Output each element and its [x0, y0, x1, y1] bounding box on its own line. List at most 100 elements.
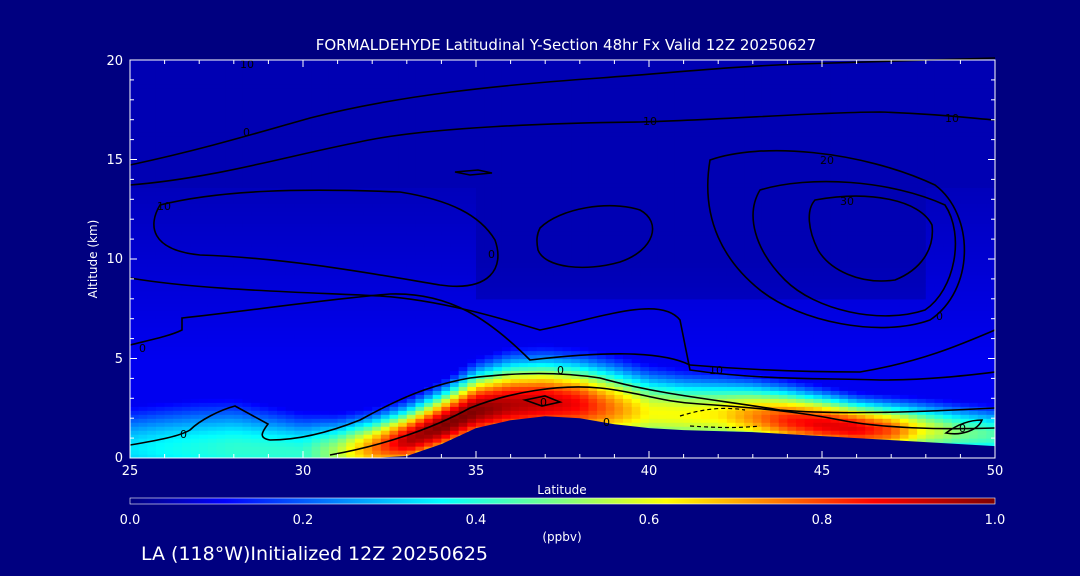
field-cell — [164, 262, 174, 268]
field-cell — [406, 159, 417, 165]
field-cell — [130, 322, 140, 328]
field-cell — [251, 119, 261, 125]
field-cell — [493, 171, 503, 177]
field-cell — [147, 79, 157, 85]
field-cell — [130, 119, 140, 125]
field-cell — [424, 434, 434, 439]
field-cell — [181, 442, 192, 447]
field-cell — [415, 406, 425, 411]
field-cell — [311, 450, 321, 455]
field-cell — [372, 179, 382, 184]
field-cell — [406, 286, 417, 292]
field-cell — [216, 123, 226, 129]
field-cell — [164, 175, 174, 180]
field-cell — [545, 195, 555, 200]
field-cell — [363, 402, 373, 407]
field-cell — [303, 203, 313, 208]
field-cell — [545, 155, 555, 161]
field-cell — [242, 171, 252, 177]
field-cell — [536, 75, 546, 81]
field-cell — [303, 91, 313, 97]
field-cell — [476, 342, 486, 348]
field-cell — [155, 211, 166, 216]
field-cell — [268, 338, 278, 344]
field-cell — [259, 131, 269, 137]
field-cell — [268, 123, 278, 129]
field-cell — [476, 282, 486, 288]
field-cell — [155, 322, 166, 328]
field-cell — [147, 398, 157, 403]
field-cell — [536, 87, 546, 93]
field-cell — [328, 338, 339, 344]
field-cell — [225, 119, 235, 125]
field-cell — [225, 255, 235, 260]
field-cell — [501, 75, 512, 81]
field-cell — [354, 410, 365, 415]
field-cell — [251, 251, 261, 256]
field-cell — [536, 119, 546, 125]
field-cell — [147, 446, 157, 451]
field-cell — [147, 370, 157, 376]
field-cell — [372, 191, 382, 196]
field-cell — [536, 63, 546, 69]
field-cell — [424, 430, 434, 435]
field-cell — [432, 342, 442, 348]
field-cell — [173, 91, 183, 97]
field-cell — [216, 398, 226, 403]
field-cell — [207, 410, 218, 415]
field-cell — [501, 338, 512, 344]
field-cell — [467, 127, 477, 133]
field-cell — [155, 302, 166, 308]
field-cell — [484, 410, 494, 415]
field-cell — [476, 231, 486, 236]
field-cell — [415, 60, 425, 65]
field-cell — [398, 239, 408, 244]
field-cell — [259, 322, 269, 328]
field-cell — [337, 294, 347, 300]
field-cell — [164, 398, 174, 403]
field-cell — [467, 362, 477, 368]
field-cell — [303, 107, 313, 113]
field-cell — [441, 175, 451, 180]
field-cell — [303, 374, 313, 379]
field-cell — [519, 123, 529, 129]
field-cell — [424, 446, 434, 451]
field-cell — [354, 111, 365, 117]
field-cell — [190, 155, 200, 161]
field-cell — [155, 143, 166, 149]
field-cell — [216, 227, 226, 232]
field-cell — [155, 91, 166, 97]
field-cell — [233, 354, 244, 360]
field-cell — [510, 378, 520, 383]
field-cell — [181, 231, 192, 236]
field-cell — [285, 262, 295, 268]
field-cell — [155, 195, 166, 200]
field-cell — [285, 135, 295, 141]
field-cell — [501, 79, 512, 85]
field-cell — [233, 442, 244, 447]
field-cell — [130, 83, 140, 89]
field-cell — [458, 270, 468, 276]
field-cell — [363, 282, 373, 288]
field-cell — [389, 167, 399, 173]
field-cell — [536, 310, 546, 316]
field-cell — [181, 115, 192, 121]
field-cell — [484, 338, 494, 344]
field-cell — [484, 115, 494, 121]
field-cell — [173, 402, 183, 407]
field-cell — [147, 382, 157, 387]
field-cell — [467, 99, 477, 105]
field-cell — [458, 75, 468, 81]
field-cell — [190, 119, 200, 125]
field-cell — [268, 326, 278, 332]
field-cell — [450, 163, 460, 169]
field-cell — [130, 171, 140, 177]
field-cell — [225, 195, 235, 200]
field-cell — [320, 235, 330, 240]
field-cell — [138, 187, 148, 192]
field-cell — [207, 330, 218, 336]
field-cell — [303, 175, 313, 180]
field-cell — [233, 302, 244, 308]
field-cell — [501, 334, 512, 340]
field-cell — [285, 107, 295, 113]
